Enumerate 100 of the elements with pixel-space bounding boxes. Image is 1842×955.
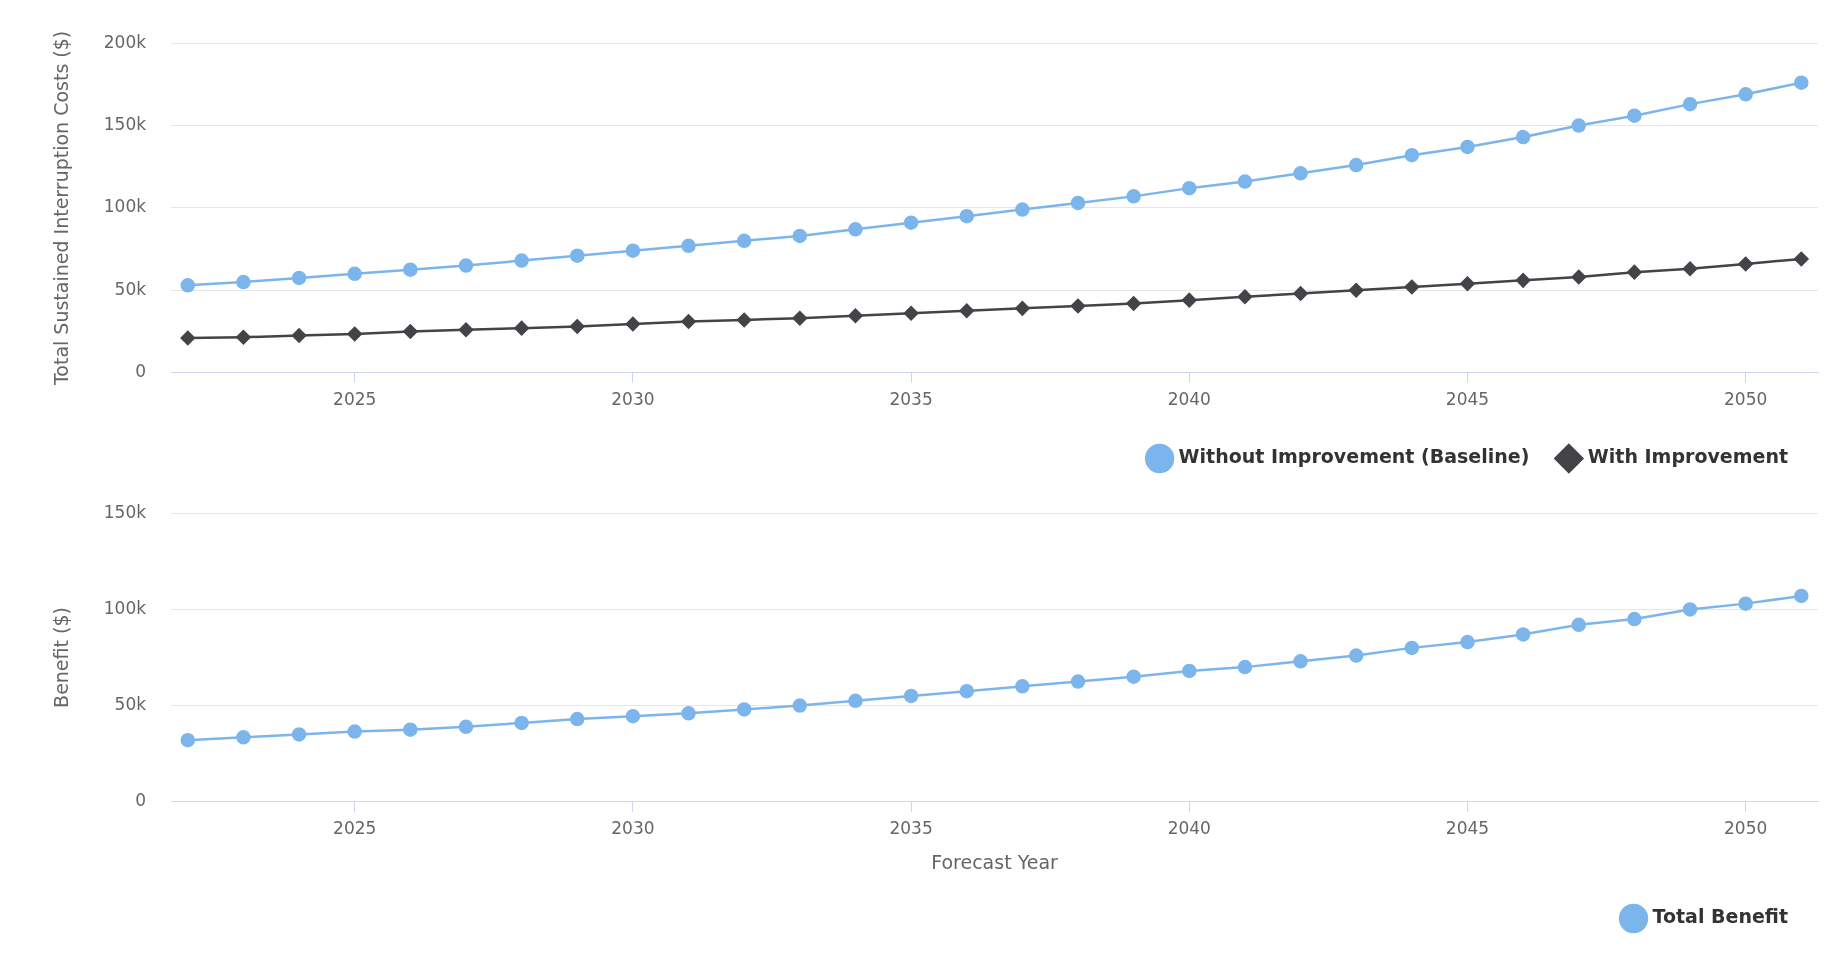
point xyxy=(291,727,307,742)
point xyxy=(736,233,752,249)
point xyxy=(1794,251,1809,267)
point xyxy=(903,688,919,704)
point xyxy=(403,722,418,737)
point xyxy=(1571,118,1586,133)
point xyxy=(1738,256,1753,272)
point xyxy=(625,316,641,332)
point xyxy=(1571,617,1586,633)
point xyxy=(903,306,919,321)
point xyxy=(1126,189,1141,204)
point xyxy=(792,228,808,244)
point xyxy=(458,719,474,735)
point xyxy=(236,329,251,345)
point xyxy=(848,693,863,709)
point xyxy=(1460,276,1475,291)
point xyxy=(1182,180,1197,196)
point xyxy=(1237,659,1253,675)
legend-label: Total Benefit xyxy=(1652,905,1788,928)
point xyxy=(291,328,307,343)
point xyxy=(625,708,641,724)
point xyxy=(570,248,585,263)
point xyxy=(1571,269,1586,285)
y-tick-label: 100k xyxy=(103,597,147,618)
point xyxy=(1515,129,1531,145)
point xyxy=(570,711,585,727)
point xyxy=(1126,669,1141,684)
point xyxy=(1682,96,1698,112)
point xyxy=(1293,654,1308,669)
point xyxy=(792,698,808,713)
point xyxy=(1015,301,1030,316)
x-tick-label: 2045 xyxy=(1445,818,1490,839)
point xyxy=(458,258,474,273)
point xyxy=(1738,596,1753,611)
x-tick-label: 2035 xyxy=(889,818,933,839)
point xyxy=(1738,87,1753,102)
point xyxy=(1348,283,1364,298)
point xyxy=(903,215,919,230)
y-tick-label: 150k xyxy=(103,113,147,134)
point xyxy=(180,732,196,748)
point xyxy=(1627,611,1642,627)
point xyxy=(1627,264,1642,280)
y-tick-label: 50k xyxy=(114,694,147,715)
point xyxy=(959,208,974,224)
point xyxy=(625,243,641,258)
point xyxy=(570,319,585,334)
point xyxy=(347,724,362,739)
x-tick-label: 2030 xyxy=(611,818,655,839)
point xyxy=(848,222,863,237)
point xyxy=(1460,634,1475,650)
y-tick-label: 0 xyxy=(135,361,147,382)
legend-label: Without Improvement (Baseline) xyxy=(1178,445,1530,468)
point xyxy=(1404,640,1420,656)
point xyxy=(1515,627,1531,642)
x-tick-label: 2025 xyxy=(333,389,377,410)
point xyxy=(1348,648,1364,663)
point xyxy=(681,706,696,721)
y-tick-label: 200k xyxy=(103,31,147,52)
point xyxy=(848,308,863,324)
point xyxy=(347,326,362,342)
y-tick-label: 0 xyxy=(135,790,147,811)
point xyxy=(959,683,974,699)
x-tick-label: 2050 xyxy=(1724,389,1768,410)
y-tick-label: 100k xyxy=(103,196,147,217)
point xyxy=(1404,147,1420,163)
y-axis-title: Total Sustained Interruption Costs ($) xyxy=(50,30,73,387)
point xyxy=(1348,157,1364,173)
point xyxy=(1237,289,1253,305)
point xyxy=(1182,292,1197,308)
x-tick-label: 2025 xyxy=(333,818,377,839)
point xyxy=(736,312,752,328)
point xyxy=(1070,674,1086,689)
point xyxy=(514,715,529,731)
x-tick-label: 2030 xyxy=(611,389,655,410)
point xyxy=(1070,298,1086,314)
point xyxy=(236,274,251,290)
point xyxy=(959,303,974,319)
legend-label: With Improvement xyxy=(1587,445,1789,468)
point xyxy=(736,702,752,717)
y-axis-title: Benefit ($) xyxy=(50,607,73,708)
point xyxy=(1627,108,1642,123)
point xyxy=(514,253,529,268)
point xyxy=(514,320,529,336)
point xyxy=(1404,279,1420,295)
point xyxy=(236,730,251,745)
point xyxy=(1237,174,1253,189)
point xyxy=(1015,202,1030,217)
point xyxy=(681,314,696,329)
point xyxy=(1682,602,1698,617)
point xyxy=(1460,139,1475,155)
x-tick-label: 2050 xyxy=(1724,818,1768,839)
point xyxy=(1182,663,1197,679)
x-tick-label: 2035 xyxy=(889,389,933,410)
point xyxy=(1794,588,1809,604)
point xyxy=(403,262,418,277)
point xyxy=(1293,166,1308,181)
point xyxy=(792,311,808,326)
point xyxy=(1515,273,1531,288)
point xyxy=(1293,286,1308,301)
point xyxy=(681,238,696,254)
